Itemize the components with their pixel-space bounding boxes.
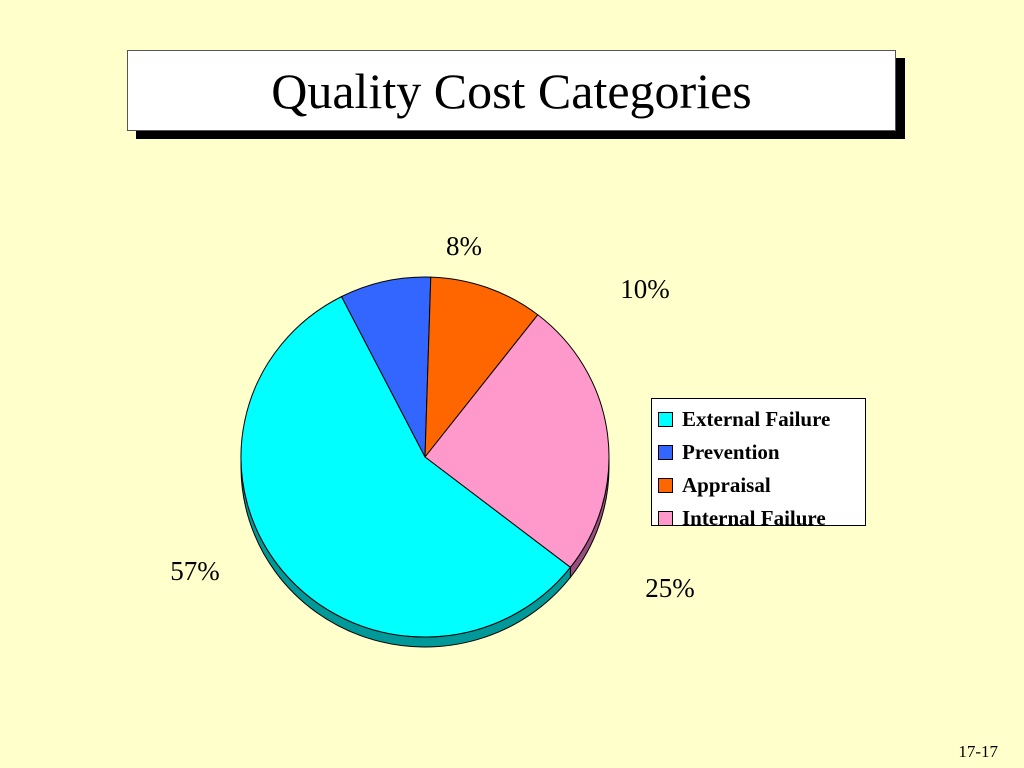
pie-slices (240, 276, 610, 638)
slice-label-internal-failure: 25% (645, 573, 695, 603)
legend-label-internal-failure: Internal Failure (682, 506, 826, 530)
pie-slice-external-failure (240, 295, 572, 638)
legend-label-prevention: Prevention (682, 440, 780, 464)
legend-swatch-prevention (658, 445, 673, 460)
slice-label-external-failure: 57% (170, 556, 220, 586)
legend-label-external-failure: External Failure (682, 407, 831, 431)
legend-item-external-failure: External Failure (658, 403, 865, 436)
pie-slice-appraisal (424, 276, 539, 459)
pie-labels: 8% 10% 25% 57% (170, 231, 695, 603)
legend-label-appraisal: Appraisal (682, 473, 771, 497)
legend-swatch-appraisal (658, 478, 673, 493)
legend-item-internal-failure: Internal Failure (658, 502, 865, 535)
legend-swatch-external-failure (658, 412, 673, 427)
legend-item-appraisal: Appraisal (658, 469, 865, 502)
pie-slice-prevention (340, 276, 432, 459)
legend-swatch-internal-failure (658, 511, 673, 526)
slide-number: 17-17 (958, 742, 998, 761)
legend: External Failure Prevention Appraisal In… (651, 398, 866, 530)
pie-slice-internal-failure (424, 314, 610, 569)
legend-item-prevention: Prevention (658, 436, 865, 469)
slide-title: Quality Cost Categories (271, 62, 752, 119)
slice-label-prevention: 8% (446, 231, 482, 261)
title-box: Quality Cost Categories (127, 50, 896, 131)
slice-label-appraisal: 10% (620, 274, 670, 304)
